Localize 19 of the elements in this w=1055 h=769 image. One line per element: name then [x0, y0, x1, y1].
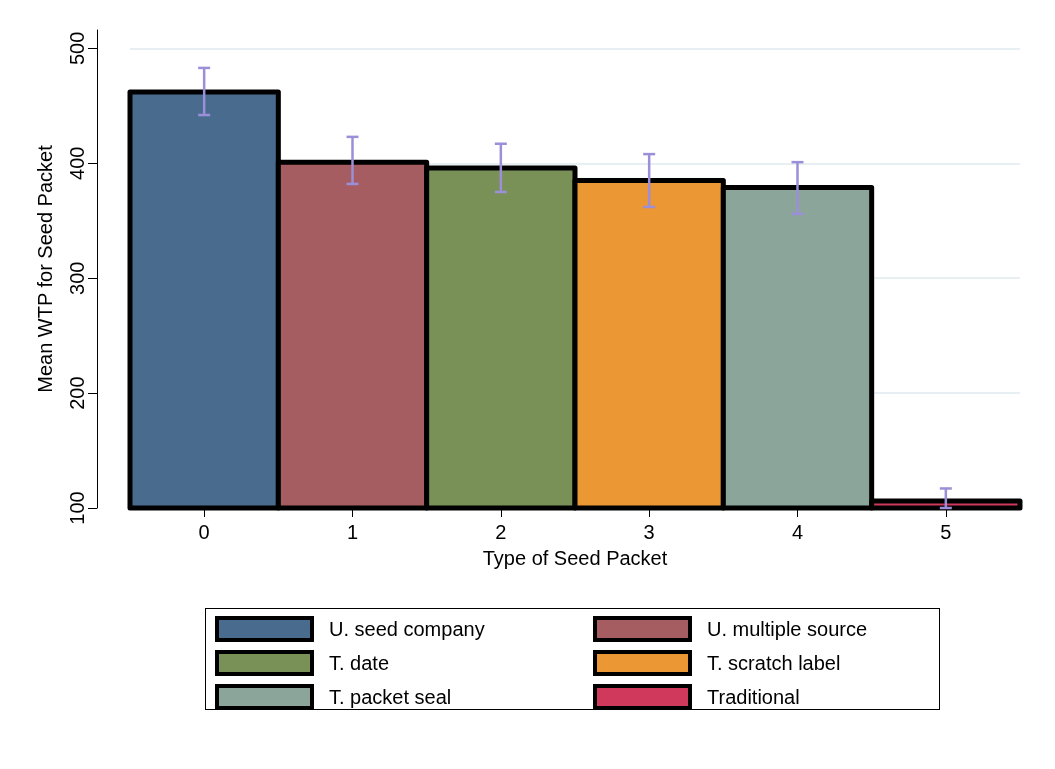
x-tick-label: 2 — [495, 521, 507, 543]
x-tick-label: 4 — [791, 521, 804, 543]
x-tick-label: 1 — [346, 521, 359, 543]
x-tick-label: 5 — [940, 521, 952, 543]
x-tick-label: 3 — [643, 521, 655, 543]
x-tick-label: 0 — [198, 521, 210, 543]
y-tick-label: 100 — [66, 491, 88, 525]
legend-label: Traditional — [707, 686, 800, 708]
x-axis-title: Type of Seed Packet — [482, 547, 668, 569]
legend-label: U. seed company — [329, 618, 485, 640]
legend-label: T. scratch label — [707, 652, 841, 674]
y-tick-label: 500 — [66, 31, 88, 66]
y-axis-title: Mean WTP for Seed Packet — [34, 144, 56, 393]
legend-label: T. date — [329, 652, 390, 674]
legend-label: T. packet seal — [329, 686, 452, 708]
y-tick-label: 300 — [66, 261, 88, 295]
legend-label: U. multiple source — [707, 618, 868, 640]
y-tick-label: 200 — [66, 376, 88, 410]
y-tick-label: 400 — [66, 146, 88, 180]
